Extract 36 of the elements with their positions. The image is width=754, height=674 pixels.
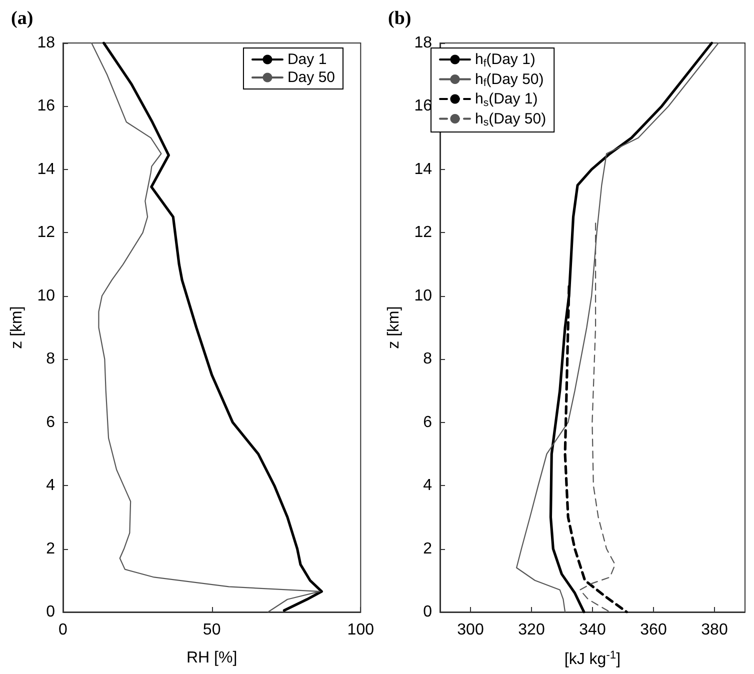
x-tick-label: 0 — [58, 622, 68, 638]
y-tick-label: 10 — [414, 287, 432, 304]
y-tick-label: 8 — [46, 350, 56, 368]
y-tick-label: 14 — [414, 160, 432, 178]
y-tick-label: 6 — [423, 414, 432, 431]
x-axis-title: RH [%] — [186, 650, 238, 666]
y-tick-label: 4 — [46, 477, 56, 494]
legend-label: Day 1 — [287, 51, 327, 68]
y-axis-title: z [km] — [386, 306, 402, 349]
y-tick-label: 2 — [423, 540, 432, 558]
y-tick-label: 12 — [414, 224, 432, 242]
chart-title: (b) — [388, 8, 412, 29]
x-tick-label: 50 — [202, 622, 221, 638]
y-tick-label: 18 — [37, 34, 56, 52]
y-tick-label: 6 — [46, 414, 56, 431]
chart-title: (a) — [11, 8, 34, 29]
x-tick-label: 100 — [347, 622, 374, 638]
y-tick-label: 12 — [37, 224, 56, 242]
x-tick-label: 340 — [579, 622, 606, 638]
y-axis-title: z [km] — [8, 306, 26, 349]
legend-label: Day 50 — [287, 69, 336, 86]
x-tick-label: 380 — [701, 622, 728, 638]
y-tick-label: 0 — [46, 604, 56, 620]
y-tick-label: 10 — [37, 287, 56, 304]
x-tick-label: 300 — [457, 622, 484, 638]
y-tick-label: 16 — [37, 98, 56, 115]
y-tick-label: 8 — [423, 350, 432, 368]
y-tick-label: 0 — [423, 604, 432, 620]
line-series — [549, 42, 714, 614]
x-tick-label: 320 — [518, 622, 545, 638]
y-tick-label: 14 — [37, 160, 56, 178]
y-tick-label: 16 — [414, 98, 432, 115]
x-tick-label: 360 — [640, 622, 667, 638]
y-tick-label: 18 — [414, 34, 432, 52]
y-tick-label: 2 — [46, 540, 56, 558]
y-tick-label: 4 — [423, 477, 432, 494]
